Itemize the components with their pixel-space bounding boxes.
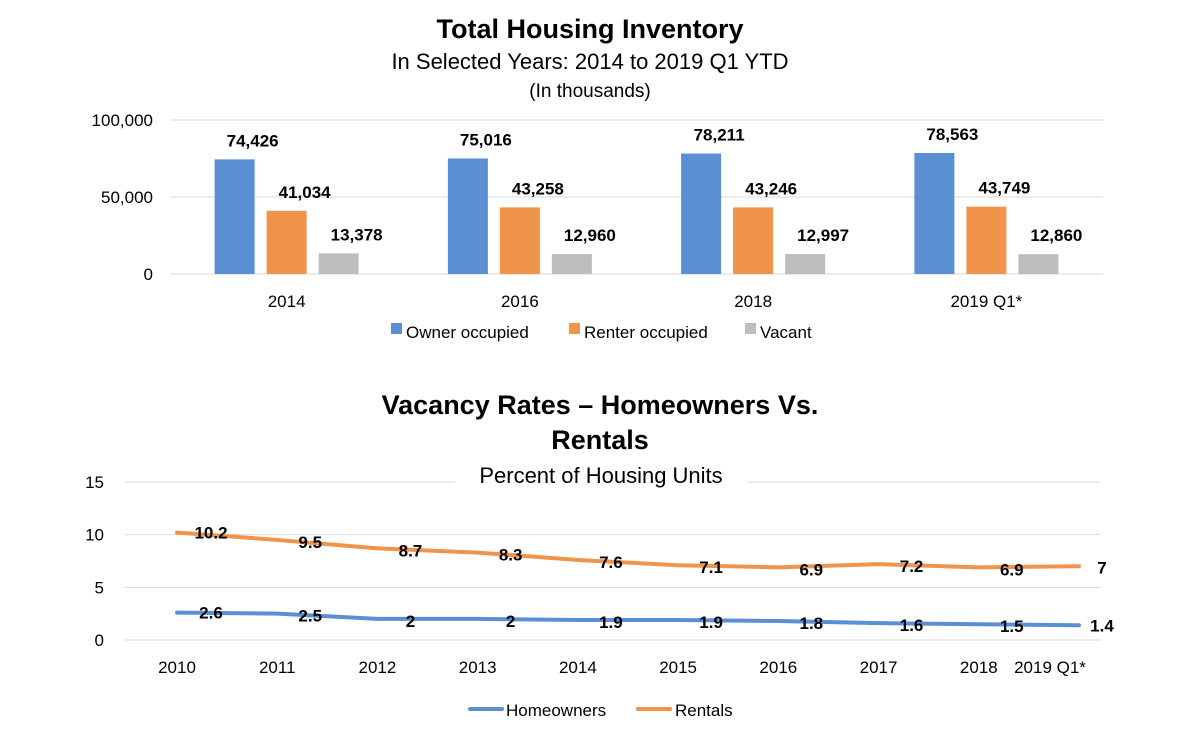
bar: [266, 210, 307, 274]
line-data-label: 2.5: [298, 607, 322, 626]
line-x-tick-label: 2017: [860, 658, 898, 677]
line-marks: [175, 530, 1081, 628]
bar: [214, 159, 255, 274]
bar-x-axis: 2014 2016 2018 2019 Q1*: [268, 292, 1023, 311]
line-chart-title-line2: Rentals: [551, 425, 649, 455]
bar: [733, 207, 774, 274]
bar-legend: Owner occupied Renter occupied Vacant: [391, 323, 812, 342]
bar: [681, 153, 722, 274]
line-data-label: 7: [1097, 558, 1106, 577]
line-data-label: 2.6: [199, 604, 223, 623]
line-x-tick-label: 2016: [759, 658, 797, 677]
line-data-label: 6.9: [1000, 560, 1024, 579]
bar-x-tick-label: 2019 Q1*: [950, 292, 1022, 311]
line-data-label: 1.9: [599, 613, 623, 632]
rentals-line: [175, 530, 1081, 570]
line-x-tick-label: 2019 Q1*: [1014, 658, 1086, 677]
line-y-axis: 0 5 10 15: [85, 473, 104, 650]
legend-label-renter: Renter occupied: [584, 323, 708, 342]
line-x-tick-label: 2015: [659, 658, 697, 677]
legend-label-vacant: Vacant: [760, 323, 812, 342]
bar-data-label: 41,034: [279, 183, 332, 202]
bar-y-axis: 0 50,000 100,000: [92, 111, 153, 284]
bar-data-label: 43,246: [745, 179, 797, 198]
line-x-tick-label: 2013: [459, 658, 497, 677]
line-chart-title-line1: Vacancy Rates – Homeowners Vs.: [382, 390, 819, 420]
line-data-label: 1.5: [1000, 617, 1024, 636]
bar-data-label: 78,563: [926, 125, 978, 144]
bar: [551, 254, 592, 274]
line-data-label: 6.9: [800, 560, 824, 579]
line-data-label: 7.6: [599, 553, 623, 572]
line-x-tick-label: 2010: [158, 658, 196, 677]
line-data-label: 10.2: [194, 524, 227, 543]
line-chart-subtitle: Percent of Housing Units: [479, 463, 722, 488]
line-data-label: 8.3: [499, 546, 523, 565]
line-data-label: 7.1: [699, 558, 723, 577]
line-y-tick-label: 5: [95, 578, 104, 597]
line-x-tick-label: 2014: [559, 658, 597, 677]
legend-label-owner: Owner occupied: [406, 323, 529, 342]
bar-y-tick-label: 100,000: [92, 111, 153, 130]
line-subtitle-background: [455, 458, 747, 490]
line-data-label: 2: [406, 612, 415, 631]
bar-y-tick-label: 0: [144, 265, 153, 284]
bar-chart-title: Total Housing Inventory: [436, 14, 743, 44]
line-x-tick-label: 2018: [960, 658, 998, 677]
legend-swatch-owner: [391, 323, 402, 334]
bar-data-label: 12,997: [797, 226, 849, 245]
bar-data-label: 12,860: [1030, 226, 1082, 245]
line-x-tick-label: 2012: [359, 658, 397, 677]
legend-label-homeowners: Homeowners: [506, 701, 606, 720]
line-data-label: 7.2: [900, 557, 924, 576]
bar: [1018, 254, 1059, 274]
line-x-axis: 2010 2011 2012 2013 2014 2015 2016 2017 2018 2019…: [158, 658, 1086, 677]
bar-chart-subtitle-units: (In thousands): [529, 81, 650, 102]
bar: [966, 206, 1007, 274]
bar-data-label: 43,749: [978, 179, 1030, 198]
bar: [914, 153, 955, 274]
homeowners-line: [175, 610, 1081, 628]
line-y-tick-label: 0: [95, 631, 104, 650]
line-x-tick-label: 2011: [259, 658, 296, 677]
line-legend: Homeowners Rentals: [468, 701, 733, 720]
bar-y-tick-label: 50,000: [101, 188, 153, 207]
bar-data-label: 78,211: [694, 126, 745, 145]
bar-chart-subtitle: In Selected Years: 2014 to 2019 Q1 YTD: [391, 49, 788, 74]
bar-data-label: 13,378: [331, 225, 383, 244]
legend-swatch-vacant: [745, 323, 756, 334]
bar-x-tick-label: 2018: [734, 292, 772, 311]
bar-data-label: 75,016: [460, 130, 512, 149]
line-chart: Vacancy Rates – Homeowners Vs. Rentals P…: [85, 390, 1114, 720]
line-y-tick-label: 15: [85, 473, 104, 492]
bar-data-label: 12,960: [564, 226, 616, 245]
bar-data-label: 74,426: [227, 131, 279, 150]
bar-x-tick-label: 2016: [501, 292, 539, 311]
bar: [785, 253, 826, 274]
line-data-label: 8.7: [399, 541, 423, 560]
bar: [499, 207, 540, 274]
line-data-label: 1.8: [800, 614, 824, 633]
bar: [447, 158, 488, 274]
line-data-label: 9.5: [298, 533, 322, 552]
line-data-label: 1.6: [900, 616, 924, 635]
bar: [318, 253, 359, 274]
line-y-tick-label: 10: [85, 526, 104, 545]
bar-marks: [214, 153, 1059, 274]
line-data-label: 2: [506, 612, 515, 631]
legend-label-rentals: Rentals: [675, 701, 733, 720]
line-data-label: 1.9: [699, 613, 723, 632]
line-data-labels: 2.6 2.5 2 2 1.9 1.9 1.8 1.6 1.5 1.4 10.2 9.5 8.7 8.3 7…: [194, 524, 1114, 637]
bar-data-label: 43,258: [512, 179, 564, 198]
bar-chart: Total Housing Inventory In Selected Year…: [92, 14, 1103, 342]
bar-data-labels: 74,426 41,034 13,378 75,016 43,258 12,960 78,2…: [227, 125, 1083, 245]
bar-x-tick-label: 2014: [268, 292, 306, 311]
legend-swatch-renter: [569, 323, 580, 334]
line-data-label: 1.4: [1090, 616, 1114, 635]
